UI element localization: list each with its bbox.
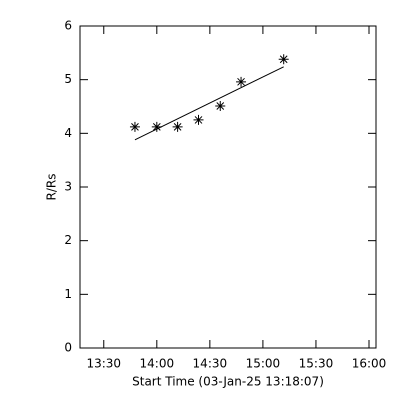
y-tick-label: 3 xyxy=(64,180,72,194)
x-tick-label: 15:00 xyxy=(246,357,281,371)
y-tick-label: 6 xyxy=(64,19,72,33)
data-point xyxy=(151,121,162,132)
fit-line xyxy=(134,66,284,141)
data-point xyxy=(193,114,204,125)
y-tick-label: 0 xyxy=(64,341,72,355)
y-tick-label: 1 xyxy=(64,287,72,301)
y-tick-label: 4 xyxy=(64,126,72,140)
y-tick-label: 5 xyxy=(64,72,72,86)
x-tick-label: 15:30 xyxy=(299,357,334,371)
data-point xyxy=(215,100,226,111)
y-tick-label: 2 xyxy=(64,233,72,247)
x-tick-label: 14:00 xyxy=(140,357,175,371)
data-point xyxy=(172,121,183,132)
plot-frame xyxy=(79,25,377,349)
x-axis-label: Start Time (03-Jan-25 13:18:07) xyxy=(132,375,324,389)
data-point xyxy=(236,76,247,87)
x-tick-label: 16:00 xyxy=(352,357,387,371)
data-point xyxy=(129,121,140,132)
x-tick-label: 13:30 xyxy=(86,357,121,371)
y-axis-label: R/Rs xyxy=(45,174,59,201)
data-point xyxy=(278,54,289,65)
x-tick-label: 14:30 xyxy=(193,357,228,371)
